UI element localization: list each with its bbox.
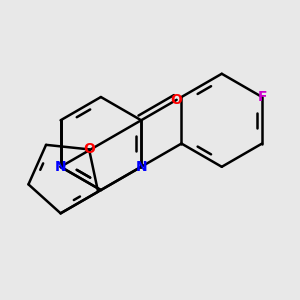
Text: O: O <box>171 93 183 107</box>
Text: N: N <box>135 160 147 174</box>
Text: O: O <box>83 142 95 156</box>
Text: F: F <box>257 90 267 104</box>
Text: N: N <box>55 160 66 174</box>
